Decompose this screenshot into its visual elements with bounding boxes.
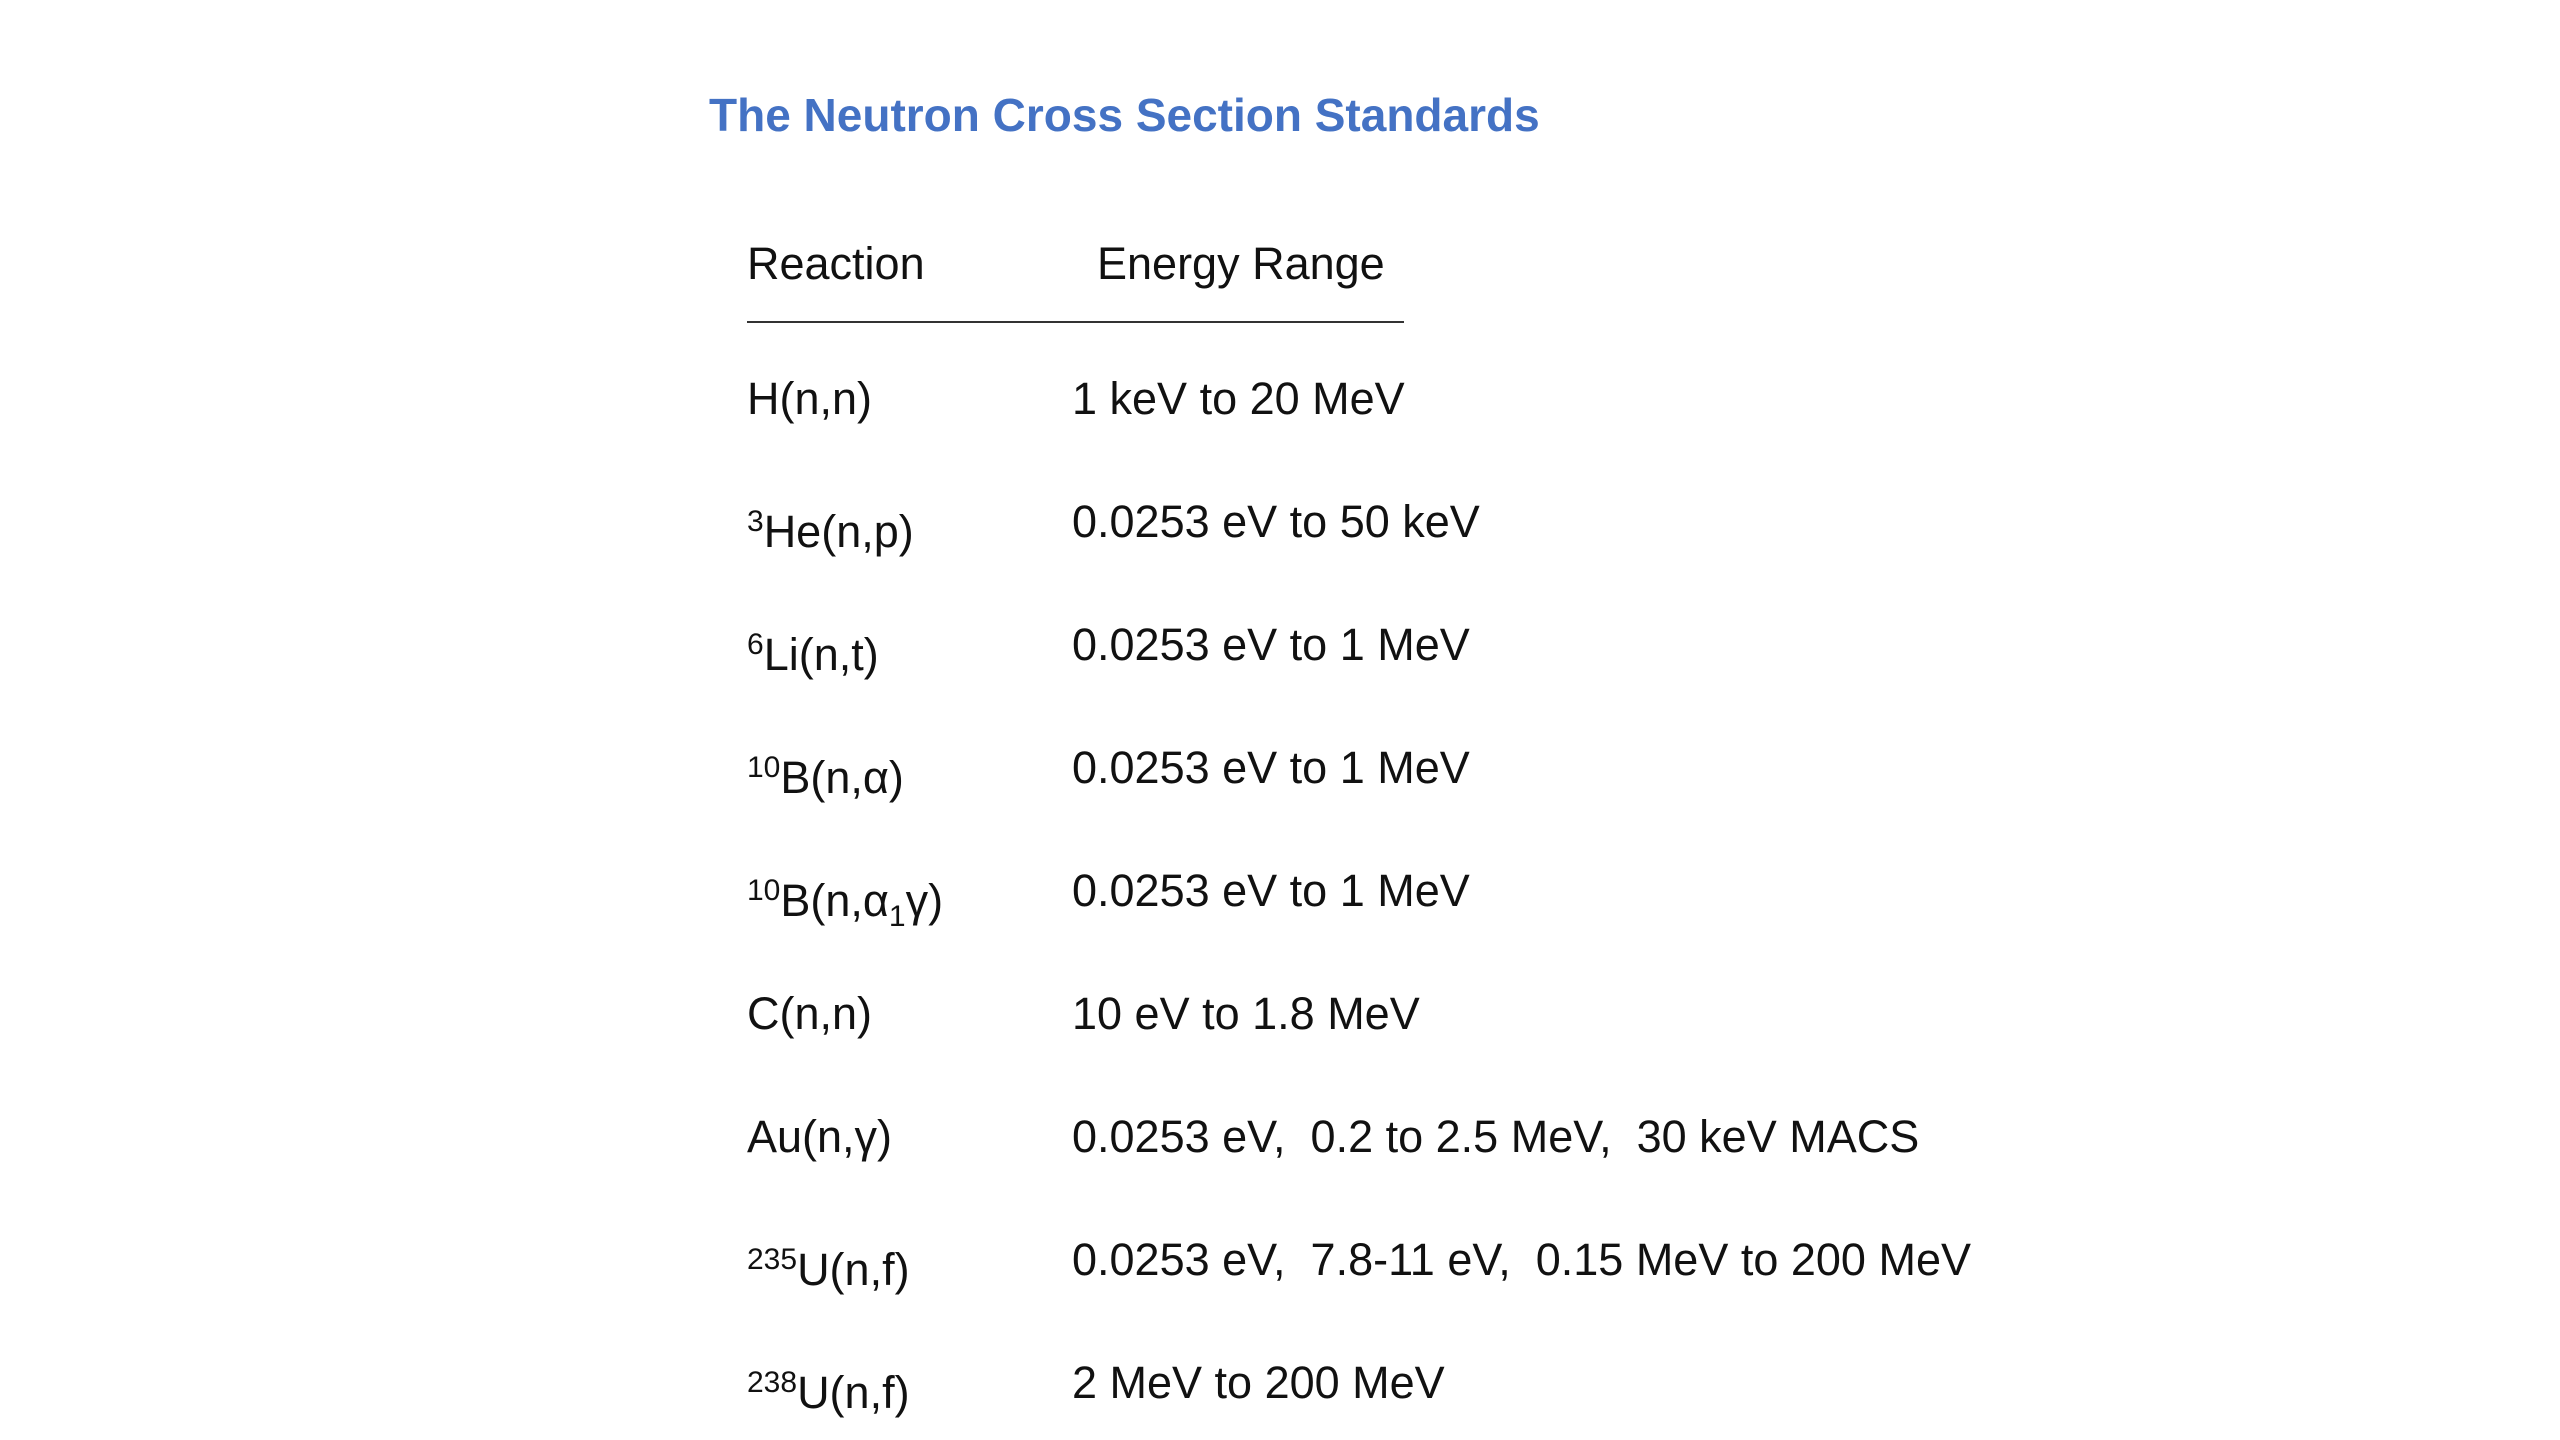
- superscript: 3: [747, 505, 764, 538]
- subscript: 1: [888, 900, 906, 933]
- reaction-text: B(n,α: [780, 875, 889, 926]
- reaction-text: γ): [905, 875, 944, 926]
- reaction-text: C(n,n): [747, 988, 873, 1039]
- reaction-text: U(n,f): [797, 1244, 910, 1295]
- header-rule: [747, 321, 1404, 323]
- reaction-text: He(n,p): [763, 506, 914, 557]
- energy-cell: 0.0253 eV to 1 MeV: [1072, 865, 1470, 916]
- reaction-text: H(n,n): [747, 373, 873, 424]
- superscript: 10: [747, 874, 781, 907]
- header-reaction: Reaction: [747, 238, 925, 289]
- energy-cell: 1 keV to 20 MeV: [1072, 373, 1405, 424]
- energy-cell: 0.0253 eV, 7.8-11 eV, 0.15 MeV to 200 Me…: [1072, 1234, 1971, 1285]
- reaction-text: B(n,α): [780, 752, 904, 803]
- reaction-text: U(n,f): [797, 1367, 910, 1418]
- energy-cell: 10 eV to 1.8 MeV: [1072, 988, 1420, 1039]
- superscript: 6: [747, 628, 764, 661]
- title: The Neutron Cross Section Standards: [709, 89, 1540, 141]
- energy-cell: 0.0253 eV to 1 MeV: [1072, 619, 1470, 670]
- reaction-cell: C(n,n): [747, 986, 872, 1042]
- energy-cell: 0.0253 eV to 1 MeV: [1072, 742, 1470, 793]
- reaction-cell: 238U(n,f): [747, 1355, 910, 1421]
- energy-cell: 0.0253 eV to 50 keV: [1072, 496, 1480, 547]
- reaction-cell: H(n,n): [747, 371, 872, 427]
- reaction-cell: 6Li(n,t): [747, 617, 879, 683]
- energy-cell: 2 MeV to 200 MeV: [1072, 1357, 1445, 1408]
- reaction-text: Au(n,γ): [747, 1111, 893, 1162]
- reaction-cell: 235U(n,f): [747, 1232, 910, 1298]
- energy-cell: 0.0253 eV, 0.2 to 2.5 MeV, 30 keV MACS: [1072, 1111, 1920, 1162]
- superscript: 10: [747, 751, 781, 784]
- header-energy: Energy Range: [1097, 238, 1385, 289]
- reaction-cell: Au(n,γ): [747, 1109, 892, 1165]
- reaction-cell: 10B(n,α): [747, 740, 904, 806]
- reaction-cell: 10B(n,α1γ): [747, 863, 943, 945]
- superscript: 235: [747, 1243, 798, 1276]
- reaction-cell: 3He(n,p): [747, 494, 914, 560]
- reaction-text: Li(n,t): [763, 629, 879, 680]
- superscript: 238: [747, 1366, 798, 1399]
